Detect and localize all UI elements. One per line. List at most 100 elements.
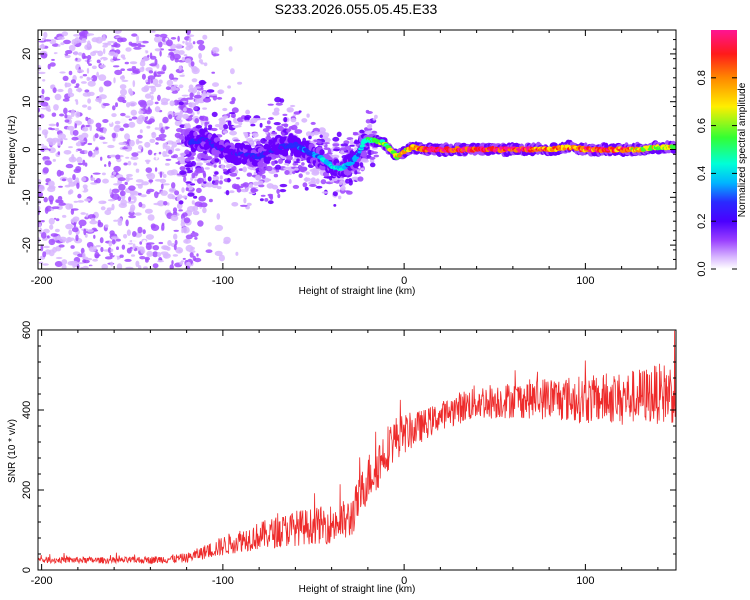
noise-blob [135,179,144,183]
noise-blob [109,230,115,236]
noise-blob [73,51,79,56]
noise-blob [96,59,101,64]
scatter-blob [287,109,291,113]
noise-blob [43,31,48,38]
noise-blob [81,38,87,41]
noise-blob [54,261,63,267]
noise-blob [67,177,73,183]
noise-blob [196,39,205,45]
noise-blob [61,214,67,218]
noise-blob [86,55,92,60]
noise-blob [142,50,146,55]
noise-blob [93,234,96,239]
scatter-blob [367,130,372,135]
noise-blob [178,249,182,253]
noise-blob [139,44,146,48]
noise-blob [55,256,63,260]
scatter-blob [176,156,185,161]
scatter-blob [372,118,376,121]
noise-blob [56,138,64,142]
noise-blob [73,168,81,173]
noise-blob [128,101,137,107]
x-tick-label: -200 [31,275,53,287]
noise-blob [120,199,127,206]
snr-frame [37,329,677,571]
scatter-blob [203,181,207,184]
scatter-blob [214,158,220,163]
trace-halo [257,160,264,168]
noise-blob [80,247,85,254]
scatter-blob [233,139,241,142]
noise-blob [155,142,159,145]
scatter-blob [237,81,243,85]
noise-blob [50,84,54,90]
noise-blob [218,254,225,262]
noise-blob [63,191,68,199]
noise-blob [139,129,143,134]
noise-blob [186,42,193,48]
noise-blob [159,178,167,184]
noise-blob [64,119,70,123]
noise-blob [113,77,116,84]
noise-blob [52,235,60,241]
scatter-blob [256,140,261,145]
noise-blob [72,129,79,136]
trace-halo [281,151,289,157]
noise-blob [136,35,140,42]
scatter-blob [230,168,235,173]
noise-blob [75,177,80,184]
scatter-blob [333,204,337,207]
noise-blob [70,260,79,266]
noise-blob [172,207,178,214]
noise-blob [144,208,153,214]
scatter-blob [240,188,249,193]
scatter-blob [306,113,310,118]
x-tick-label: 0 [401,275,407,287]
scatter-blob [268,117,274,120]
scatter-blob [357,176,364,182]
noise-blob [154,83,162,88]
scatter-blob [255,174,261,181]
y-tick-label: 0 [21,567,33,573]
noise-blob [146,172,156,180]
scatter-blob [282,113,288,116]
noise-blob [68,203,74,210]
scatter-blob [336,131,342,137]
scatter-blob [202,90,206,96]
noise-blob [38,205,41,211]
scatter-blob [340,185,346,191]
scatter-blob [290,124,298,131]
noise-blob [154,34,161,37]
noise-blob [212,53,220,57]
scatter-blob [312,169,320,175]
scatter-blob [182,107,187,112]
noise-blob [121,244,126,250]
noise-blob [137,134,143,139]
noise-blob [214,250,223,257]
noise-blob [102,119,109,123]
noise-blob [75,83,80,87]
noise-blob [144,141,151,148]
noise-blob [110,174,115,179]
noise-blob [111,113,117,118]
noise-blob [176,87,179,91]
noise-blob [111,239,116,245]
scatter-blob [298,110,302,113]
noise-blob [54,93,62,101]
noise-blob [133,162,138,166]
noise-blob [57,88,64,93]
noise-blob [102,42,109,45]
trace-halo [319,149,325,156]
noise-blob [185,238,189,244]
noise-blob [87,118,94,125]
scatter-blob [175,139,181,143]
noise-blob [109,154,118,158]
noise-blob [60,42,65,46]
noise-blob [44,249,51,255]
noise-blob [146,82,151,85]
noise-blob [48,238,56,246]
noise-blob [149,63,157,67]
y-tick-label: 400 [21,401,33,419]
noise-blob [95,97,102,103]
